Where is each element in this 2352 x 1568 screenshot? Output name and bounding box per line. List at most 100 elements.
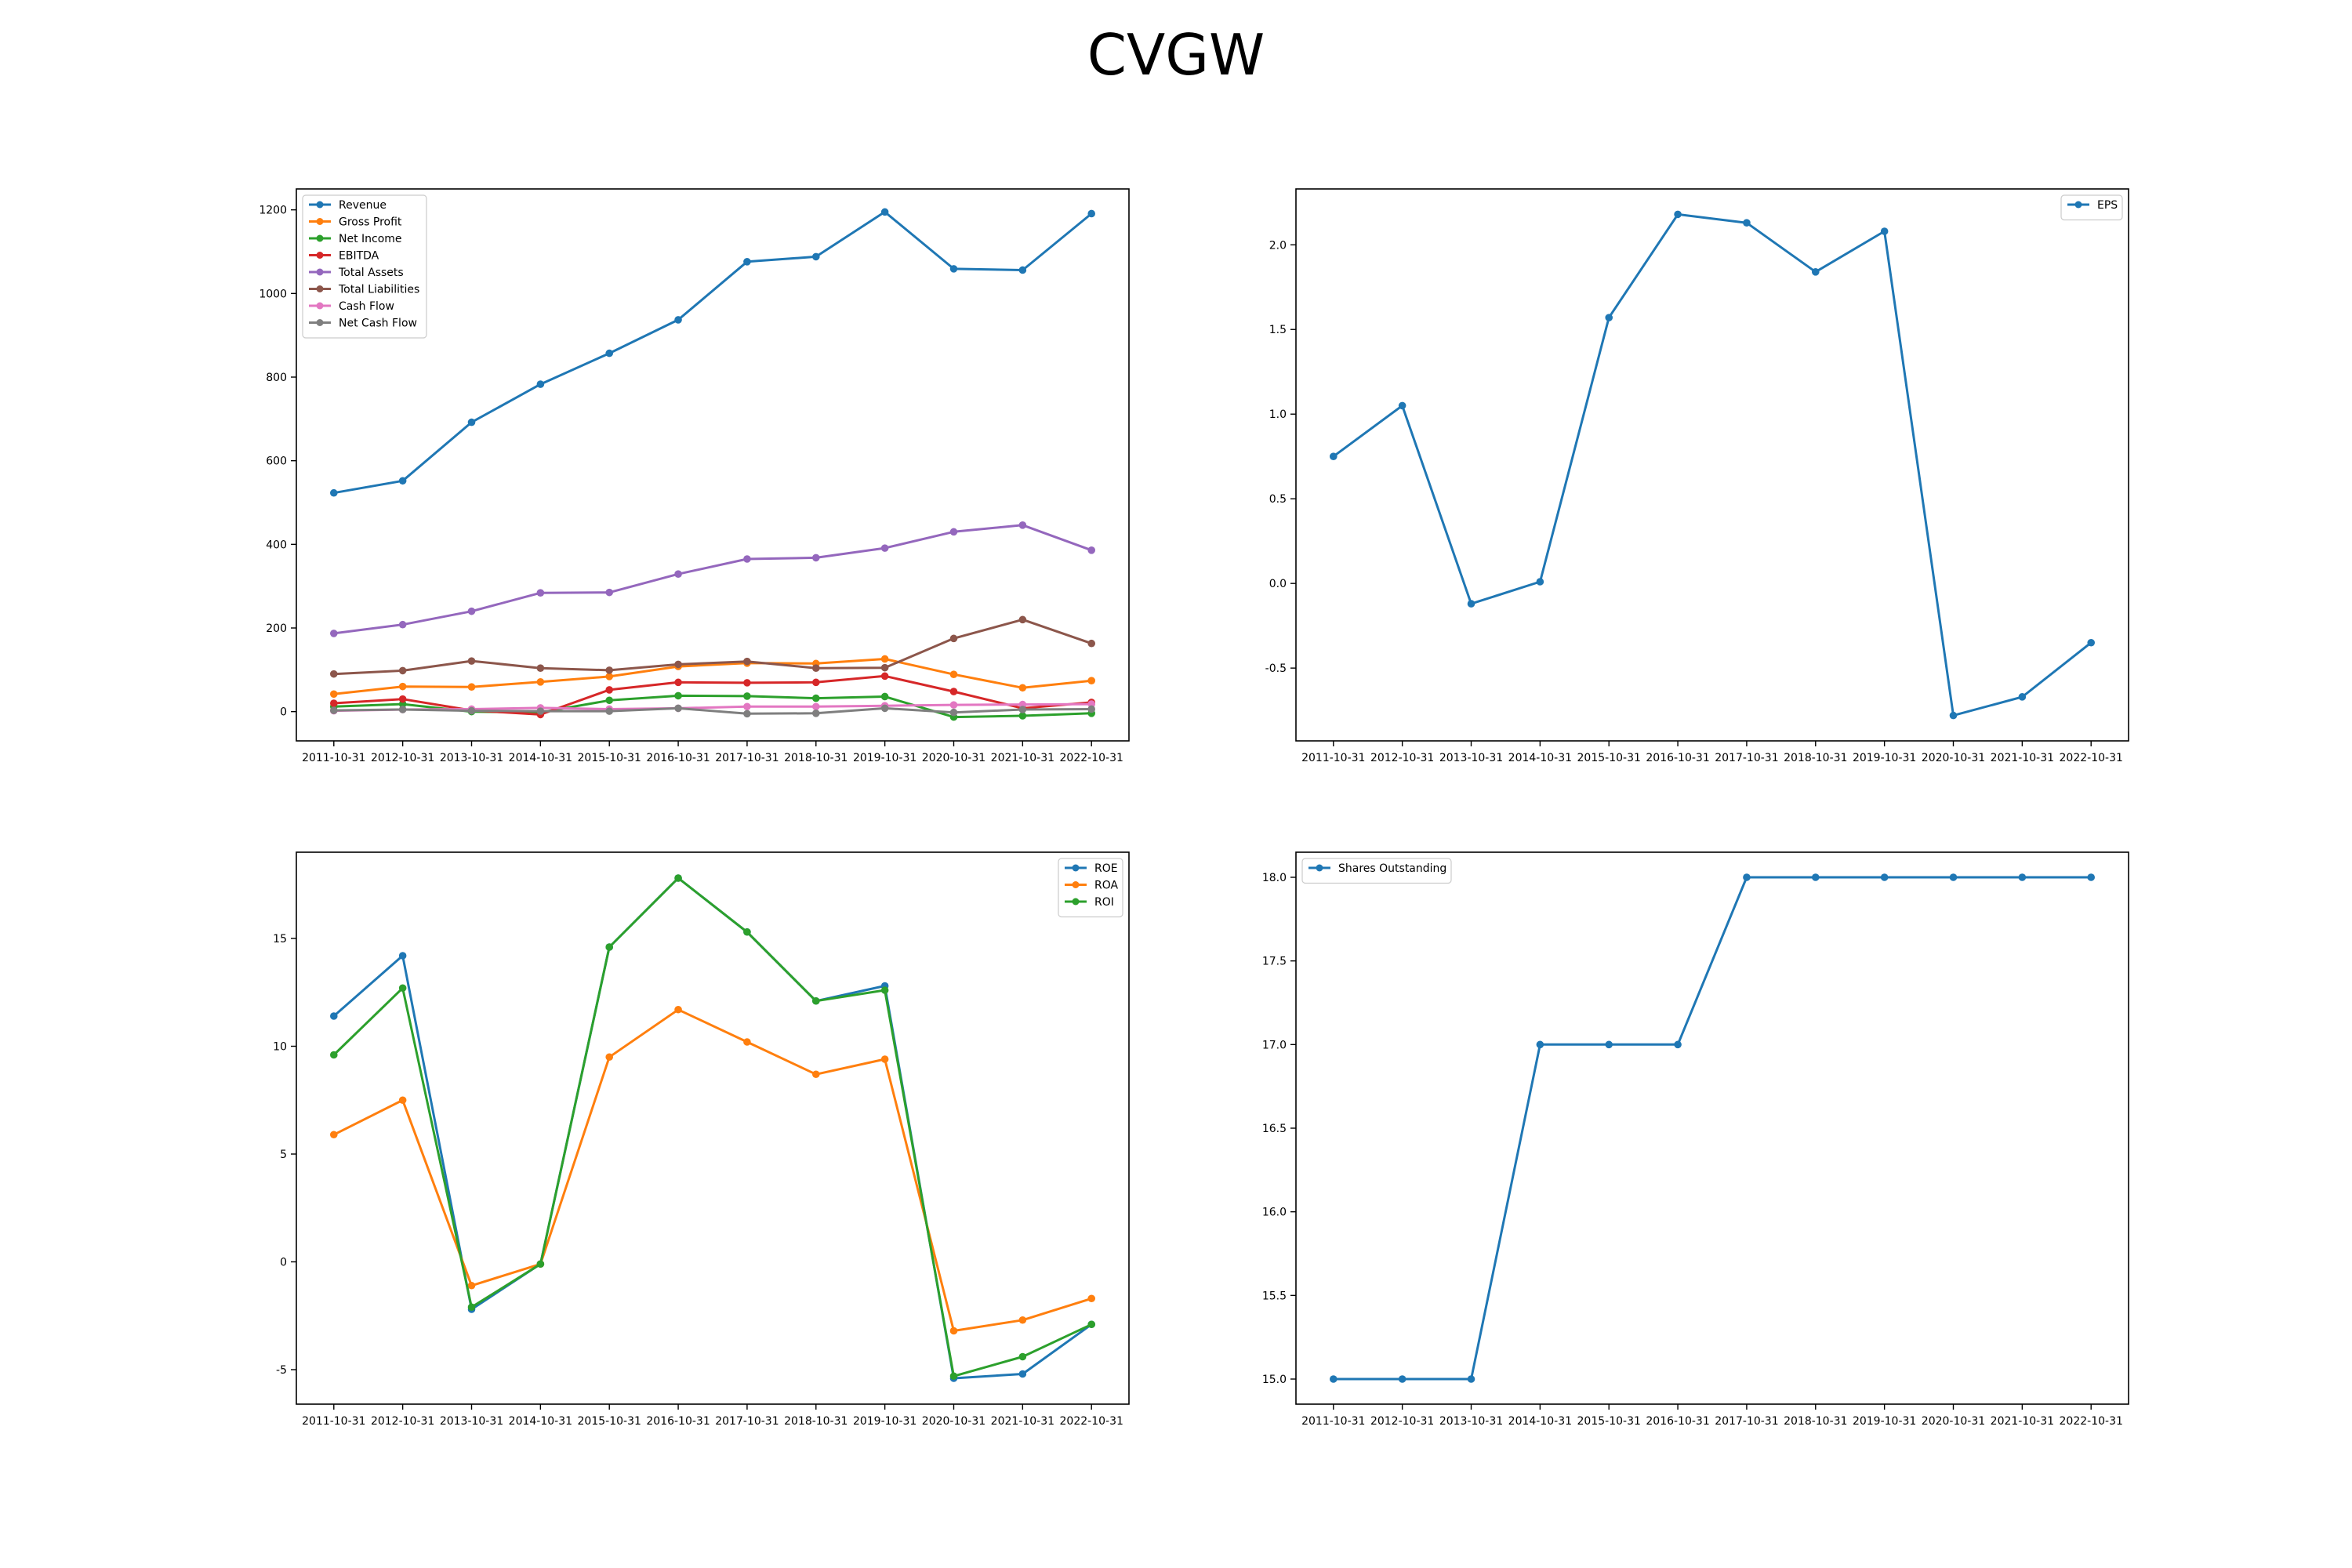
x-tick-label: 2022-10-31 xyxy=(2060,1415,2123,1428)
data-point xyxy=(674,316,682,324)
x-tick-label: 2015-10-31 xyxy=(1577,1415,1641,1428)
legend-label: Total Assets xyxy=(338,267,404,279)
series-line-revenue xyxy=(333,210,1093,495)
data-point xyxy=(467,1303,476,1312)
x-tick-label: 2019-10-31 xyxy=(1853,752,1916,764)
data-point xyxy=(1398,1375,1406,1383)
data-point xyxy=(1467,600,1475,608)
data-point xyxy=(674,678,682,687)
y-tick-label: 0.0 xyxy=(1269,578,1287,590)
data-point xyxy=(743,702,751,711)
legend-marker xyxy=(1316,864,1323,872)
data-point xyxy=(1087,705,1096,713)
y-tick-label: 17.0 xyxy=(1262,1039,1287,1051)
x-tick-label: 2012-10-31 xyxy=(1370,752,1434,764)
legend-label: EPS xyxy=(2097,199,2118,212)
data-point xyxy=(811,678,820,687)
y-tick-label: 10 xyxy=(273,1041,287,1054)
x-tick-label: 2021-10-31 xyxy=(1991,752,2054,764)
x-tick-label: 2013-10-31 xyxy=(1439,1415,1503,1428)
x-tick-label: 2017-10-31 xyxy=(1715,1415,1778,1428)
data-point xyxy=(949,688,958,695)
data-point xyxy=(743,710,751,718)
data-point xyxy=(605,666,614,674)
data-point xyxy=(467,418,476,426)
data-point xyxy=(398,984,407,993)
data-point xyxy=(1018,266,1027,274)
data-point xyxy=(329,1012,338,1020)
y-tick-label: -5 xyxy=(276,1364,287,1377)
data-point xyxy=(605,696,614,705)
x-tick-label: 2015-10-31 xyxy=(1577,752,1641,764)
data-point xyxy=(329,1051,338,1059)
legend-label: ROI xyxy=(1094,896,1114,909)
data-point xyxy=(329,699,338,707)
legend-marker xyxy=(316,252,324,259)
x-tick-label: 2020-10-31 xyxy=(1922,1415,1985,1428)
data-point xyxy=(398,1096,407,1105)
legend-label: Total Liabilities xyxy=(338,284,419,296)
data-point xyxy=(605,686,614,694)
legend-marker xyxy=(316,319,324,326)
data-point xyxy=(743,692,751,700)
data-point xyxy=(2087,638,2096,647)
data-point xyxy=(605,943,614,951)
data-point xyxy=(1743,873,1751,881)
y-tick-label: 16.5 xyxy=(1262,1123,1287,1135)
data-point xyxy=(329,670,338,678)
legend-box xyxy=(1301,858,1452,884)
series-line-roi xyxy=(332,877,1092,1377)
data-point xyxy=(1811,873,1820,881)
plot-frame xyxy=(296,188,1130,742)
x-tick-label: 2022-10-31 xyxy=(1060,1415,1123,1428)
data-point xyxy=(398,706,407,713)
data-point xyxy=(1880,227,1889,235)
data-point xyxy=(1329,1375,1338,1383)
data-point xyxy=(1949,711,1958,720)
x-tick-label: 2021-10-31 xyxy=(991,1415,1054,1428)
data-point xyxy=(880,692,889,701)
legend-label: ROA xyxy=(1094,880,1119,892)
legend-marker xyxy=(316,268,324,276)
data-point xyxy=(2018,693,2027,701)
data-point xyxy=(536,707,545,715)
legend-label: Gross Profit xyxy=(339,216,402,229)
data-point xyxy=(1743,219,1751,227)
x-tick-label: 2022-10-31 xyxy=(2060,752,2123,764)
plot-frame xyxy=(1295,851,2129,1405)
data-point xyxy=(1467,1375,1475,1383)
data-point xyxy=(949,670,958,678)
x-tick-label: 2016-10-31 xyxy=(646,752,710,764)
series-line-eps xyxy=(1332,212,2092,717)
series-line-total-liabilities xyxy=(333,618,1092,676)
plot-frame xyxy=(296,851,1130,1405)
y-tick-label: 15 xyxy=(273,933,287,946)
data-point xyxy=(1605,314,1613,321)
x-tick-label: 2013-10-31 xyxy=(440,752,503,764)
data-point xyxy=(536,380,545,388)
data-point xyxy=(880,986,889,994)
x-tick-label: 2018-10-31 xyxy=(784,1415,848,1428)
legend-marker xyxy=(1072,898,1080,906)
x-tick-label: 2014-10-31 xyxy=(509,752,572,764)
data-point xyxy=(536,589,545,597)
y-tick-label: 0.5 xyxy=(1269,493,1287,506)
data-point xyxy=(1605,1040,1613,1049)
data-point xyxy=(811,996,820,1005)
legend-label: Net Cash Flow xyxy=(339,318,417,330)
data-point xyxy=(880,704,889,713)
data-point xyxy=(1674,210,1682,219)
data-point xyxy=(811,664,820,672)
data-point xyxy=(398,620,407,629)
data-point xyxy=(1018,1316,1027,1324)
legend-marker xyxy=(2074,201,2082,209)
legend-label: Revenue xyxy=(339,199,387,212)
y-tick-label: 1000 xyxy=(259,288,287,300)
data-point xyxy=(467,683,476,691)
x-tick-label: 2014-10-31 xyxy=(1508,1415,1572,1428)
x-tick-label: 2011-10-31 xyxy=(1301,1415,1365,1428)
x-tick-label: 2020-10-31 xyxy=(922,752,985,764)
x-tick-label: 2012-10-31 xyxy=(1370,1415,1434,1428)
